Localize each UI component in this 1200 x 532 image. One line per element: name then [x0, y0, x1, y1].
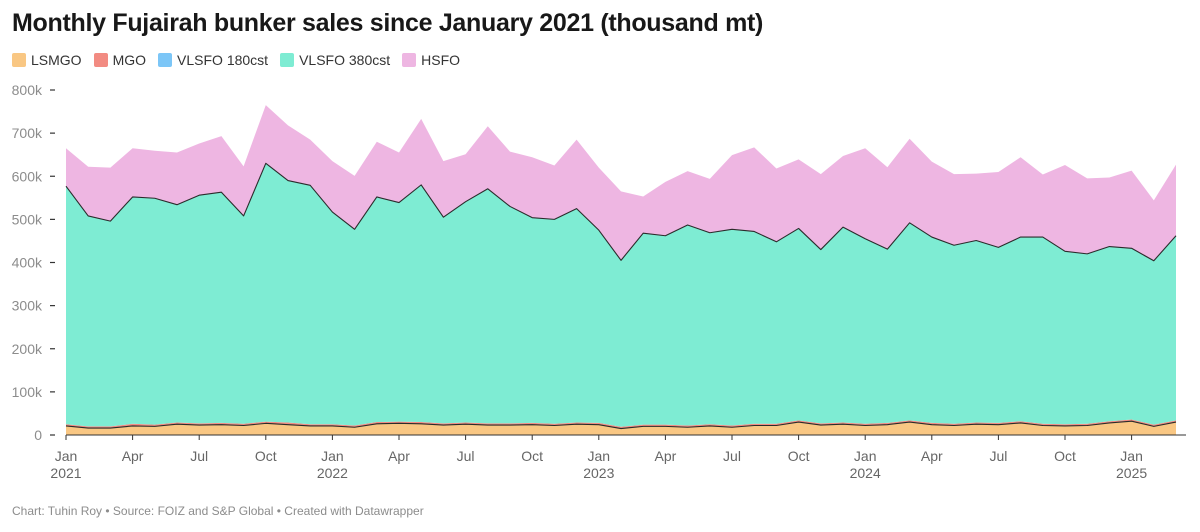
y-tick-label: 800k	[12, 82, 43, 98]
y-axis: 0 100k 200k 300k 400k 500k 600k 700k 800k	[12, 82, 55, 443]
areas-layer	[66, 105, 1176, 435]
x-tick-year-label: 2021	[50, 465, 81, 481]
x-tick-label: Oct	[788, 448, 810, 464]
x-tick-year-label: 2025	[1116, 465, 1147, 481]
x-tick-label: Oct	[521, 448, 543, 464]
y-tick-label: 300k	[12, 298, 43, 314]
x-tick-label: Jul	[457, 448, 475, 464]
legend-swatch	[12, 53, 26, 67]
legend-swatch	[93, 53, 108, 67]
legend-label: VLSFO 180cst	[177, 52, 269, 68]
y-tick-label: 200k	[12, 341, 43, 357]
x-tick-label: Jan	[588, 448, 611, 464]
legend-swatch	[402, 53, 417, 67]
legend-item-vlsfo-380cst: VLSFO 380cst	[280, 52, 390, 68]
chart-title: Monthly Fujairah bunker sales since Janu…	[12, 9, 764, 37]
area-lsmgo	[66, 421, 1176, 435]
y-tick-label: 400k	[12, 255, 43, 271]
legend-item-hsfo: HSFO	[402, 52, 460, 68]
legend-label: HSFO	[421, 52, 461, 68]
legend-item-mgo: MGO	[93, 52, 147, 68]
area-vlsfo-380cst	[66, 163, 1176, 427]
x-tick-label: Oct	[1054, 448, 1076, 464]
x-tick-label: Apr	[122, 448, 144, 464]
x-tick-label: Jan	[1120, 448, 1143, 464]
line-lsmgo	[65, 420, 1177, 430]
x-tick-label: Jan	[55, 448, 78, 464]
x-tick-label: Jan	[321, 448, 344, 464]
x-tick-label: Apr	[655, 448, 677, 464]
y-tick-label: 600k	[12, 168, 43, 184]
legend-label: LSMGO	[31, 52, 82, 68]
x-tick-label: Jul	[190, 448, 208, 464]
x-tick-label: Jul	[723, 448, 741, 464]
x-tick-year-label: 2022	[317, 465, 348, 481]
x-tick-label: Oct	[255, 448, 277, 464]
legend: LSMGO MGO VLSFO 180cst VLSFO 380cst HSFO	[12, 52, 472, 68]
y-tick-label: 100k	[12, 384, 43, 400]
x-tick-year-label: 2023	[583, 465, 614, 481]
x-tick-label: Jul	[989, 448, 1007, 464]
y-tick-label: 700k	[12, 125, 43, 141]
legend-swatch	[158, 53, 173, 67]
lines-layer	[65, 162, 1177, 430]
chart-footer: Chart: Tuhin Roy • Source: FOIZ and S&P …	[12, 504, 424, 518]
line-vlsfo-380cst	[65, 162, 1177, 262]
x-tick-label: Apr	[921, 448, 943, 464]
x-tick-label: Apr	[388, 448, 410, 464]
legend-item-lsmgo: LSMGO	[12, 52, 82, 68]
x-tick-year-label: 2024	[850, 465, 881, 481]
legend-label: VLSFO 380cst	[299, 52, 391, 68]
x-tick-label: Jan	[854, 448, 877, 464]
area-hsfo	[66, 105, 1176, 261]
y-tick-label: 0	[34, 427, 42, 443]
legend-item-vlsfo-180cst: VLSFO 180cst	[158, 52, 268, 68]
legend-label: MGO	[112, 52, 147, 68]
y-tick-label: 500k	[12, 211, 43, 227]
legend-swatch	[280, 53, 295, 67]
